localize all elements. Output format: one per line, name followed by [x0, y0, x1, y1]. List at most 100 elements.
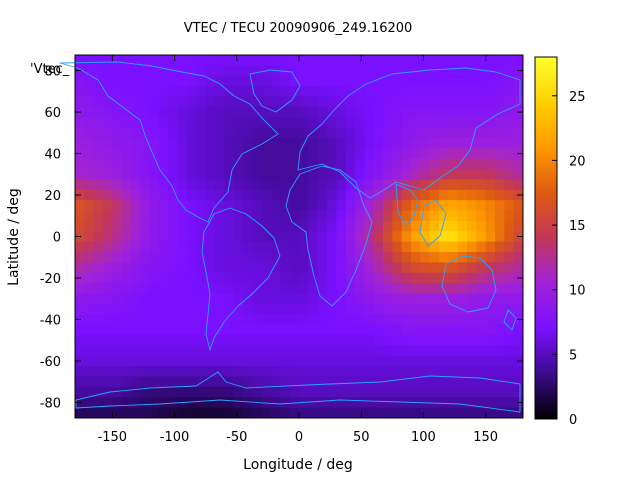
heatmap-cell: [457, 86, 468, 97]
heatmap-cell: [457, 189, 468, 201]
heatmap-cell: [373, 262, 384, 274]
heatmap-cell: [280, 376, 291, 388]
heatmap-cell: [495, 314, 505, 326]
heatmap-cell: [289, 169, 300, 180]
heatmap-cell: [299, 376, 309, 388]
heatmap-cell: [196, 158, 207, 170]
heatmap-cell: [383, 407, 393, 419]
heatmap-cell: [485, 117, 496, 129]
heatmap-cell: [177, 366, 188, 378]
heatmap-cell: [504, 345, 515, 357]
heatmap-cell: [149, 303, 160, 315]
heatmap-cell: [345, 96, 356, 108]
heatmap-cell: [392, 220, 403, 232]
heatmap-cell: [299, 407, 309, 419]
heatmap-cell: [233, 96, 244, 108]
heatmap-cell: [308, 158, 319, 170]
heatmap-cell: [429, 335, 440, 346]
heatmap-cell: [429, 241, 440, 253]
heatmap-cell: [392, 272, 403, 284]
heatmap-cell: [75, 407, 85, 419]
heatmap-cell: [252, 241, 263, 253]
heatmap-cell: [448, 366, 459, 378]
heatmap-cell: [429, 407, 440, 419]
heatmap-cell: [401, 148, 412, 160]
heatmap-cell: [243, 324, 253, 336]
heatmap-cell: [448, 189, 459, 201]
heatmap-cell: [345, 303, 356, 315]
heatmap-cell: [168, 200, 179, 212]
heatmap-cell: [364, 355, 375, 367]
heatmap-cell: [205, 335, 216, 346]
heatmap-cell: [149, 386, 160, 398]
heatmap-cell: [495, 158, 505, 170]
heatmap-cell: [112, 220, 123, 232]
heatmap-cell: [159, 75, 169, 87]
heatmap-cell: [345, 117, 356, 129]
heatmap-cell: [121, 169, 132, 180]
heatmap-cell: [308, 335, 319, 346]
heatmap-cell: [308, 386, 319, 398]
heatmap-cell: [355, 262, 365, 274]
heatmap-cell: [392, 137, 403, 149]
heatmap-cell: [485, 220, 496, 232]
heatmap-cell: [345, 65, 356, 77]
heatmap-cell: [224, 200, 235, 212]
heatmap-cell: [149, 293, 160, 305]
heatmap-cell: [103, 65, 113, 77]
heatmap-cell: [112, 210, 123, 222]
heatmap-cell: [159, 106, 169, 118]
heatmap-cell: [140, 231, 151, 243]
heatmap-cell: [243, 158, 253, 170]
heatmap-cell: [121, 106, 132, 118]
heatmap-cell: [317, 252, 328, 263]
heatmap-cell: [345, 220, 356, 232]
heatmap-cell: [401, 397, 412, 409]
heatmap-cell: [420, 314, 431, 326]
heatmap-cell: [355, 252, 365, 263]
heatmap-cell: [140, 241, 151, 253]
heatmap-cell: [112, 148, 123, 160]
heatmap-cell: [327, 179, 337, 191]
heatmap-cell: [383, 231, 393, 243]
heatmap-cell: [224, 252, 235, 263]
heatmap-cell: [420, 355, 431, 367]
heatmap-cell: [84, 293, 95, 305]
heatmap-cell: [261, 335, 272, 346]
heatmap-cell: [177, 241, 188, 253]
heatmap-cell: [457, 272, 468, 284]
heatmap-cell: [131, 200, 141, 212]
heatmap-cell: [299, 96, 309, 108]
heatmap-cell: [327, 283, 337, 295]
heatmap-cell: [345, 283, 356, 295]
heatmap-cell: [84, 386, 95, 398]
colorbar-tick-label: 0: [569, 413, 577, 428]
heatmap-cell: [439, 210, 449, 222]
heatmap-cell: [476, 335, 487, 346]
heatmap-cell: [93, 137, 104, 149]
heatmap-cell: [187, 252, 197, 263]
heatmap-cell: [439, 376, 449, 388]
heatmap-cell: [476, 148, 487, 160]
heatmap-cell: [355, 179, 365, 191]
heatmap-cell: [373, 117, 384, 129]
heatmap-cell: [345, 55, 356, 66]
heatmap-cell: [140, 252, 151, 263]
heatmap-cell: [215, 397, 225, 409]
heatmap-cell: [467, 210, 477, 222]
heatmap-cell: [187, 210, 197, 222]
heatmap-cell: [224, 210, 235, 222]
heatmap-cell: [261, 148, 272, 160]
heatmap-cell: [448, 283, 459, 295]
heatmap-cell: [205, 220, 216, 232]
heatmap-cell: [75, 127, 85, 139]
heatmap-cell: [476, 220, 487, 232]
heatmap-cell: [345, 179, 356, 191]
heatmap-cell: [215, 189, 225, 201]
heatmap-cell: [233, 303, 244, 315]
heatmap-cell: [289, 355, 300, 367]
heatmap-cell: [476, 241, 487, 253]
heatmap-cell: [205, 127, 216, 139]
heatmap-cell: [299, 252, 309, 263]
heatmap-cell: [103, 407, 113, 419]
